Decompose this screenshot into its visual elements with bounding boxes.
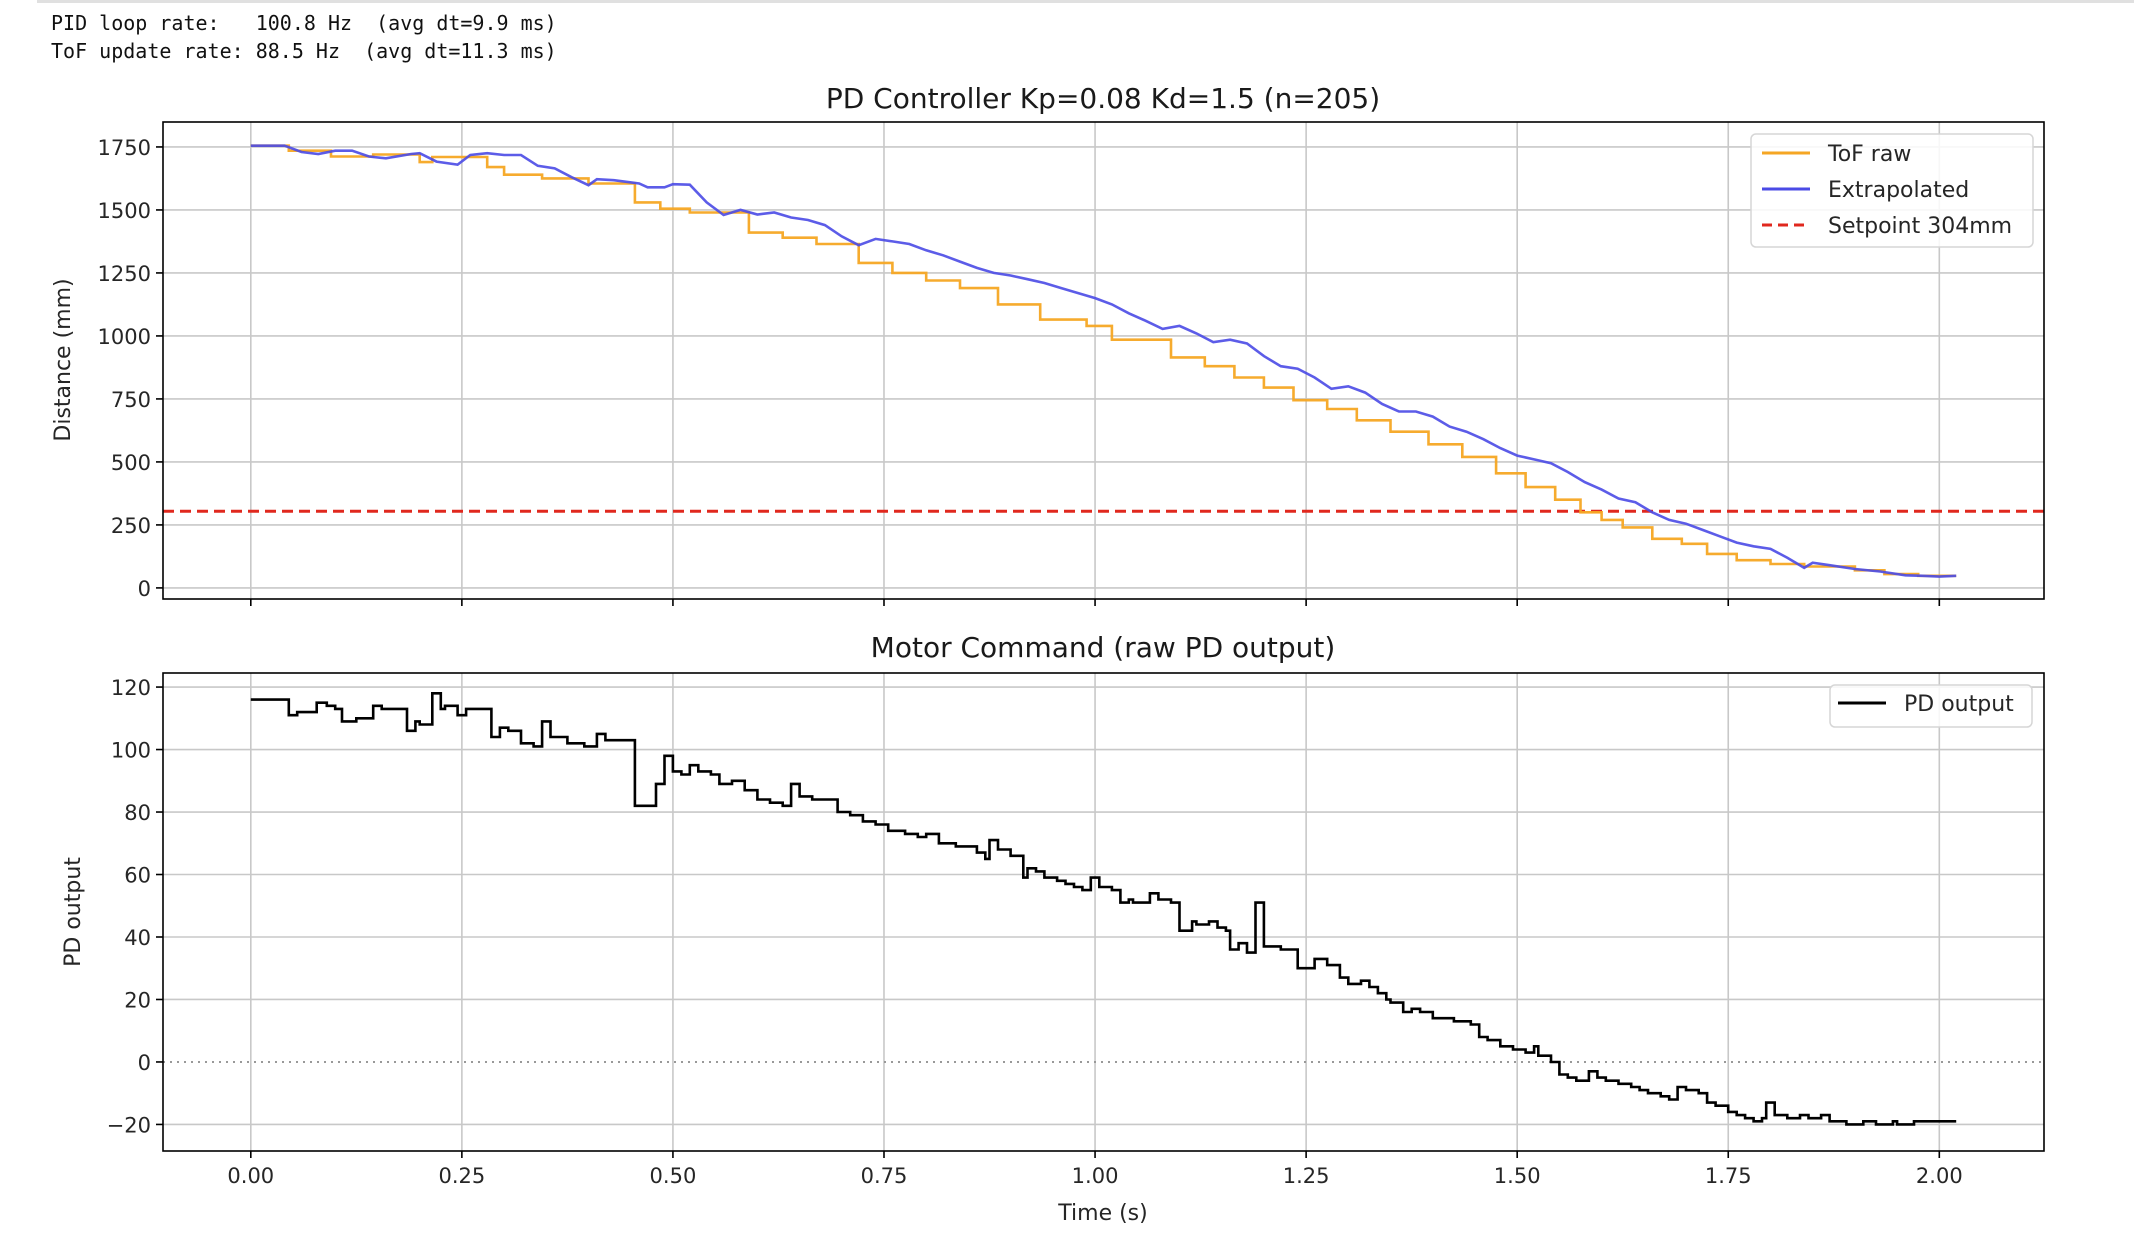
distance-ylabel: Distance (mm) [51,278,76,441]
time-xlabel: Time (s) [1057,1201,1147,1226]
pd-output-axes-frame [162,672,2045,1152]
legend-setpoint-label: Setpoint 304mm [1828,214,2012,239]
y-tick-label: 80 [124,801,151,825]
pd-output-grid [163,673,2044,1151]
extrapolated-line [250,144,1957,578]
y-tick-label: 1250 [98,262,151,286]
y-tick-label: 1000 [98,325,151,349]
x-tick-label: 1.00 [1072,1164,1119,1188]
y-tick-label: 120 [111,676,151,700]
x-tick-label: 1.50 [1494,1164,1541,1188]
distance-legend-box [1750,133,2034,248]
y-tick-label: 750 [111,388,151,412]
y-tick-label: 500 [111,451,151,475]
legend-extrapolated-label: Extrapolated [1828,178,1969,203]
pd-output-ylabel: PD output [61,857,86,967]
pd-output-plot-title: Motor Command (raw PD output) [871,631,1336,664]
stdout-text: PID loop rate: 100.8 Hz (avg dt=9.9 ms) T… [51,9,557,65]
stdout-line-tof-rate: ToF update rate: 88.5 Hz (avg dt=11.3 ms… [51,39,557,63]
stdout-line-pid-rate: PID loop rate: 100.8 Hz (avg dt=9.9 ms) [51,11,557,35]
distance-plot-title: PD Controller Kp=0.08 Kd=1.5 (n=205) [826,82,1380,115]
y-tick-label: 0 [138,577,151,601]
pd-output-legend-box [1829,684,2033,728]
x-tick-label: 1.25 [1283,1164,1330,1188]
y-tick-label: 100 [111,739,151,763]
y-tick-label: 250 [111,514,151,538]
pd-output-series [250,691,1957,1126]
tof-raw-line [250,144,1957,578]
legend-tof-raw-label: ToF raw [1827,142,1911,167]
pd-output-line [250,691,1957,1126]
y-tick-label: 0 [138,1051,151,1075]
y-tick-label: 40 [124,926,151,950]
y-tick-label: 20 [124,988,151,1012]
distance-ticks: 0 250 500 750 1000 1250 1500 1750 [98,136,1941,606]
distance-series [250,144,1957,578]
pd-output-legend: PD output [1829,684,2033,728]
x-tick-label: 0.75 [861,1164,908,1188]
distance-legend: ToF raw Extrapolated Setpoint 304mm [1750,133,2034,248]
legend-pd-output-label: PD output [1904,692,2014,717]
x-tick-label: 0.50 [650,1164,697,1188]
distance-axes-frame [162,121,2045,600]
distance-axes: 0 250 500 750 1000 1250 1500 1750 PD Controller… [51,82,2045,606]
distance-grid [163,122,2044,599]
pd-output-axes: 0.00 0.25 0.50 0.75 1.00 1.25 1.50 1.75 2.00 −20 0… [61,631,2045,1226]
y-tick-label: −20 [107,1113,151,1137]
y-tick-label: 1500 [98,199,151,223]
y-tick-label: 1750 [98,136,151,160]
output-cell-border [37,0,2134,3]
x-tick-label: 1.75 [1705,1164,1752,1188]
x-tick-label: 0.25 [438,1164,485,1188]
pd-output-ticks: 0.00 0.25 0.50 0.75 1.00 1.25 1.50 1.75 2.00 −20 0… [107,676,1963,1188]
y-tick-label: 60 [124,864,151,888]
x-tick-label: 2.00 [1916,1164,1963,1188]
x-tick-label: 0.00 [227,1164,274,1188]
